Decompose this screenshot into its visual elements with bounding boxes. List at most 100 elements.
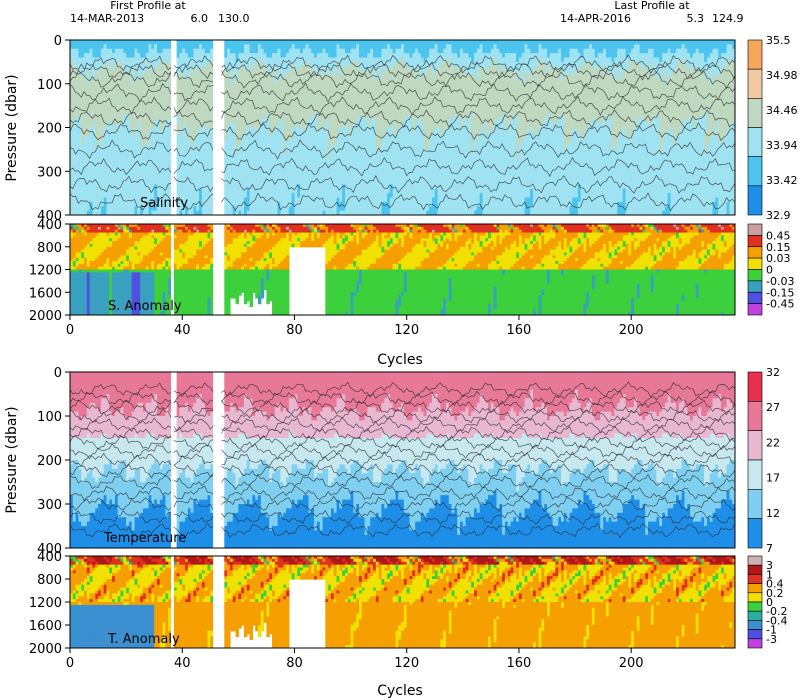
field-cell: [350, 153, 354, 159]
field-cell: [277, 136, 282, 142]
field-cell: [417, 166, 422, 172]
field-cell: [297, 66, 301, 72]
field-cell: [117, 136, 122, 142]
field-cell: [302, 184, 307, 190]
field-cell: [196, 206, 200, 212]
field-cell: [241, 75, 245, 80]
field-cell: [308, 162, 312, 168]
field-cell: [128, 188, 133, 194]
field-cell: [423, 153, 427, 159]
field-cell: [378, 96, 383, 102]
field-cell: [257, 153, 262, 159]
field-cell: [235, 118, 239, 124]
field-cell: [384, 114, 388, 120]
field-cell: [126, 210, 130, 215]
field-cell: [134, 197, 138, 203]
field-cell: [179, 166, 183, 172]
field-cell: [389, 110, 394, 115]
field-cell: [238, 153, 242, 159]
field-cell: [403, 105, 408, 111]
field-cell: [182, 171, 186, 177]
field-cell: [224, 70, 228, 76]
field-cell: [210, 57, 214, 63]
field-cell: [269, 127, 273, 133]
field-cell: [330, 197, 335, 203]
field-cell: [134, 118, 138, 124]
field-cell: [260, 118, 265, 124]
field-cell: [165, 197, 169, 203]
field-cell: [232, 114, 237, 120]
field-cell: [277, 184, 282, 190]
field-cell: [114, 158, 119, 164]
field-cell: [339, 40, 343, 45]
field-cell: [255, 101, 259, 107]
field-cell: [277, 162, 282, 168]
field-cell: [176, 136, 181, 142]
field-cell: [207, 79, 211, 85]
field-cell: [112, 105, 116, 111]
field-cell: [364, 75, 369, 80]
field-cell: [185, 66, 189, 72]
field-cell: [269, 184, 273, 190]
field-cell: [92, 114, 96, 120]
field-cell: [381, 145, 385, 150]
field-cell: [359, 105, 363, 111]
field-cell: [207, 92, 211, 98]
field-cell: [137, 145, 141, 150]
field-cell: [196, 184, 200, 190]
field-cell: [185, 101, 189, 107]
field-cell: [417, 105, 422, 111]
field-cell: [140, 171, 144, 177]
field-cell: [106, 105, 110, 111]
field-cell: [100, 193, 105, 199]
field-cell: [272, 66, 276, 72]
field-cell: [199, 206, 203, 212]
field-cell: [151, 175, 155, 181]
field-cell: [426, 114, 430, 120]
field-cell: [159, 136, 164, 142]
field-cell: [375, 158, 380, 164]
field-cell: [300, 48, 304, 54]
field-cell: [185, 79, 189, 85]
field-cell: [401, 83, 405, 89]
field-cell: [126, 140, 130, 146]
field-cell: [291, 193, 296, 199]
field-cell: [142, 48, 147, 54]
field-cell: [429, 171, 433, 177]
field-cell: [361, 184, 366, 190]
field-cell: [246, 114, 251, 120]
field-cell: [375, 136, 380, 142]
field-cell: [179, 145, 183, 150]
field-cell: [403, 44, 408, 50]
field-cell: [277, 57, 282, 63]
field-cell: [417, 101, 422, 107]
field-cell: [156, 57, 161, 63]
field-cell: [356, 201, 360, 207]
field-cell: [415, 188, 419, 194]
field-cell: [328, 188, 332, 194]
field-cell: [120, 131, 124, 137]
field-cell: [179, 158, 183, 164]
field-cell: [106, 114, 110, 120]
field-cell: [387, 92, 391, 98]
field-cell: [204, 197, 209, 203]
field-cell: [179, 66, 183, 72]
field-cell: [415, 206, 419, 212]
field-cell: [70, 88, 74, 94]
field-cell: [257, 131, 262, 137]
field-cell: [381, 75, 385, 80]
field-cell: [356, 162, 360, 168]
field-cell: [182, 70, 186, 76]
field-cell: [120, 201, 124, 207]
field-cell: [148, 180, 152, 185]
field-cell: [103, 114, 108, 120]
field-cell: [263, 188, 268, 194]
field-cell: [131, 83, 136, 89]
field-cell: [112, 136, 116, 142]
field-cell: [78, 149, 82, 155]
field-cell: [210, 158, 214, 164]
field-cell: [347, 127, 352, 133]
field-cell: [145, 53, 150, 59]
field-cell: [325, 40, 329, 45]
field-cell: [420, 193, 425, 199]
